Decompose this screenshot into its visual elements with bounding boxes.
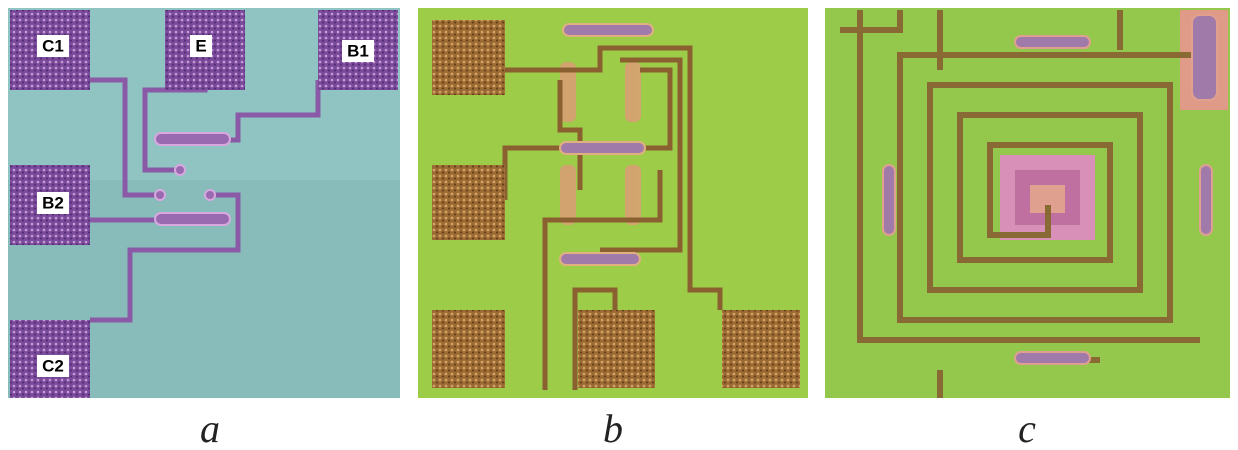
resistor xyxy=(155,133,230,145)
diffusion xyxy=(560,165,576,225)
bond-pad xyxy=(722,310,800,388)
panel-c xyxy=(825,8,1230,398)
resistor xyxy=(155,213,230,225)
diffusion xyxy=(625,62,641,122)
pad-label: B2 xyxy=(42,193,64,212)
figure: C1 E B1 B2 C2 a b c xyxy=(0,0,1238,450)
resistor xyxy=(883,165,895,235)
resistor xyxy=(1192,15,1217,100)
pad-label: C1 xyxy=(42,36,64,55)
panel-label: c xyxy=(1018,406,1036,450)
panel-a: C1 E B1 B2 C2 xyxy=(8,8,400,398)
resistor xyxy=(1015,36,1090,48)
resistor xyxy=(175,165,185,175)
resistor xyxy=(563,24,653,36)
panel-label: a xyxy=(200,406,220,450)
pad-label: E xyxy=(195,36,206,55)
pad-label: C2 xyxy=(42,356,64,375)
panel-b xyxy=(418,8,808,398)
resistor xyxy=(1200,165,1212,235)
diffusion xyxy=(625,165,641,225)
bond-pad xyxy=(432,310,505,388)
resistor xyxy=(560,142,645,154)
bond-pad xyxy=(432,165,505,240)
resistor xyxy=(205,190,215,200)
pad-label: B1 xyxy=(347,41,369,60)
bond-pad xyxy=(578,310,655,388)
panel-label: b xyxy=(603,406,623,450)
resistor xyxy=(560,253,640,265)
resistor xyxy=(155,190,165,200)
resistor xyxy=(1015,352,1090,364)
bond-pad xyxy=(432,20,505,95)
